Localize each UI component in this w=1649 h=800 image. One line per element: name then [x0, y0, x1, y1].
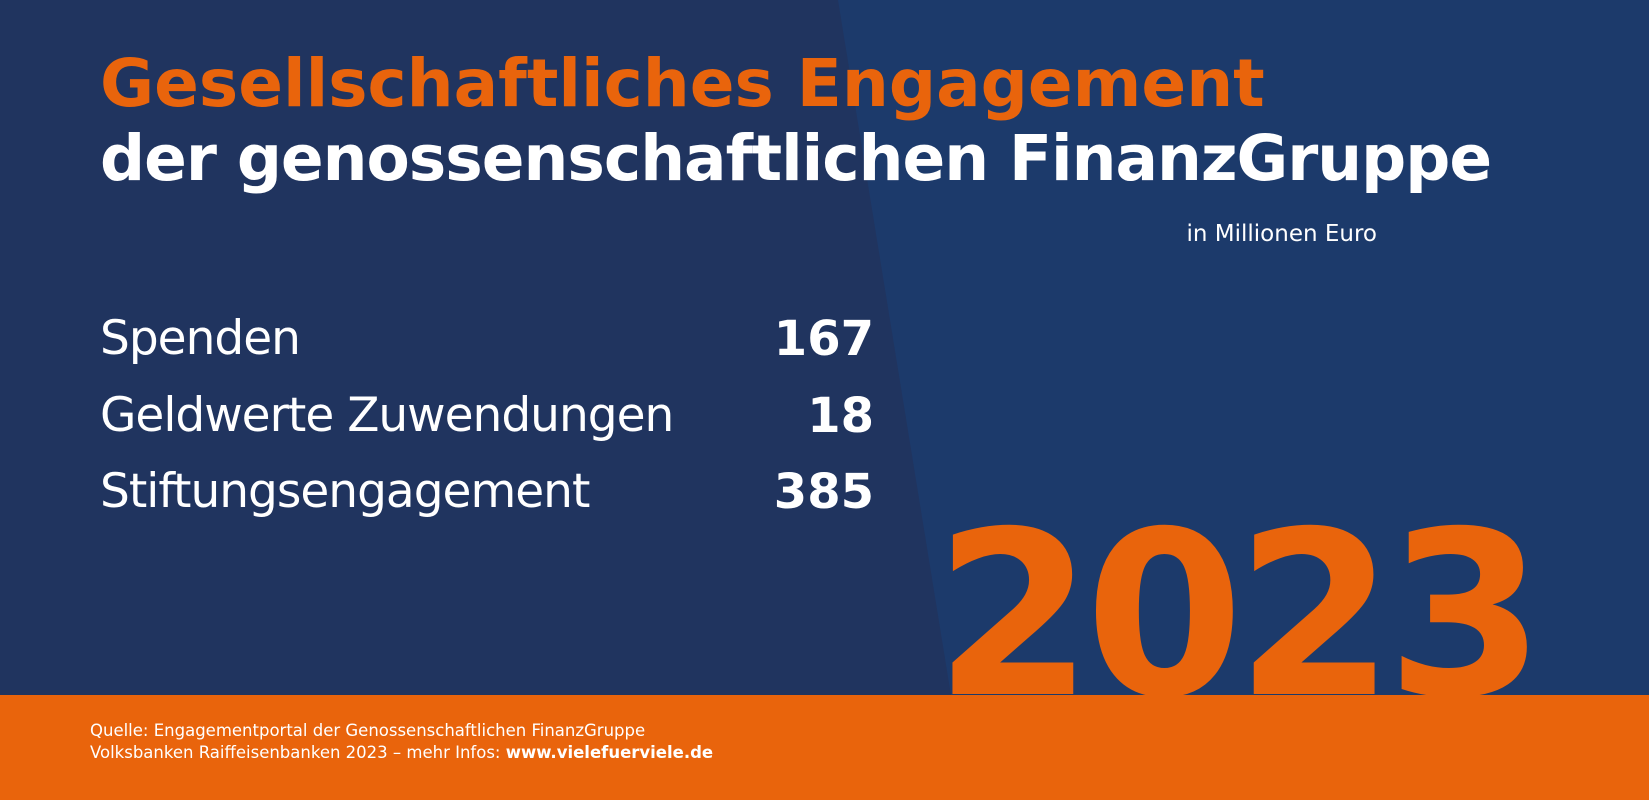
row-label: Stiftungsengagement: [100, 464, 590, 519]
row-label: Spenden: [100, 311, 301, 366]
row-value: 18: [807, 388, 874, 444]
source-line-2: Volksbanken Raiffeisenbanken 2023 – mehr…: [90, 742, 713, 764]
data-row-spenden: Spenden 167: [100, 308, 874, 370]
source-line-1: Quelle: Engagementportal der Genossensch…: [90, 721, 646, 740]
year-label: 2023: [934, 482, 1545, 748]
source-link[interactable]: www.vielefuerviele.de: [505, 743, 714, 762]
footer-bar: Quelle: Engagementportal der Genossensch…: [0, 695, 1649, 800]
unit-label: in Millionen Euro: [1186, 221, 1377, 247]
background-right-panel: [838, 0, 1649, 800]
data-row-stiftungsengagement: Stiftungsengagement 385: [100, 461, 874, 523]
row-label: Geldwerte Zuwendungen: [100, 388, 674, 443]
title-line-2: der genossenschaftlichen FinanzGruppe: [100, 122, 1492, 195]
data-row-geldwerte-zuwendungen: Geldwerte Zuwendungen 18: [100, 385, 874, 447]
source-text: Volksbanken Raiffeisenbanken 2023 – mehr…: [90, 743, 506, 762]
title-line-1: Gesellschaftliches Engagement: [100, 45, 1265, 122]
row-value: 385: [773, 464, 874, 520]
row-value: 167: [773, 311, 874, 367]
